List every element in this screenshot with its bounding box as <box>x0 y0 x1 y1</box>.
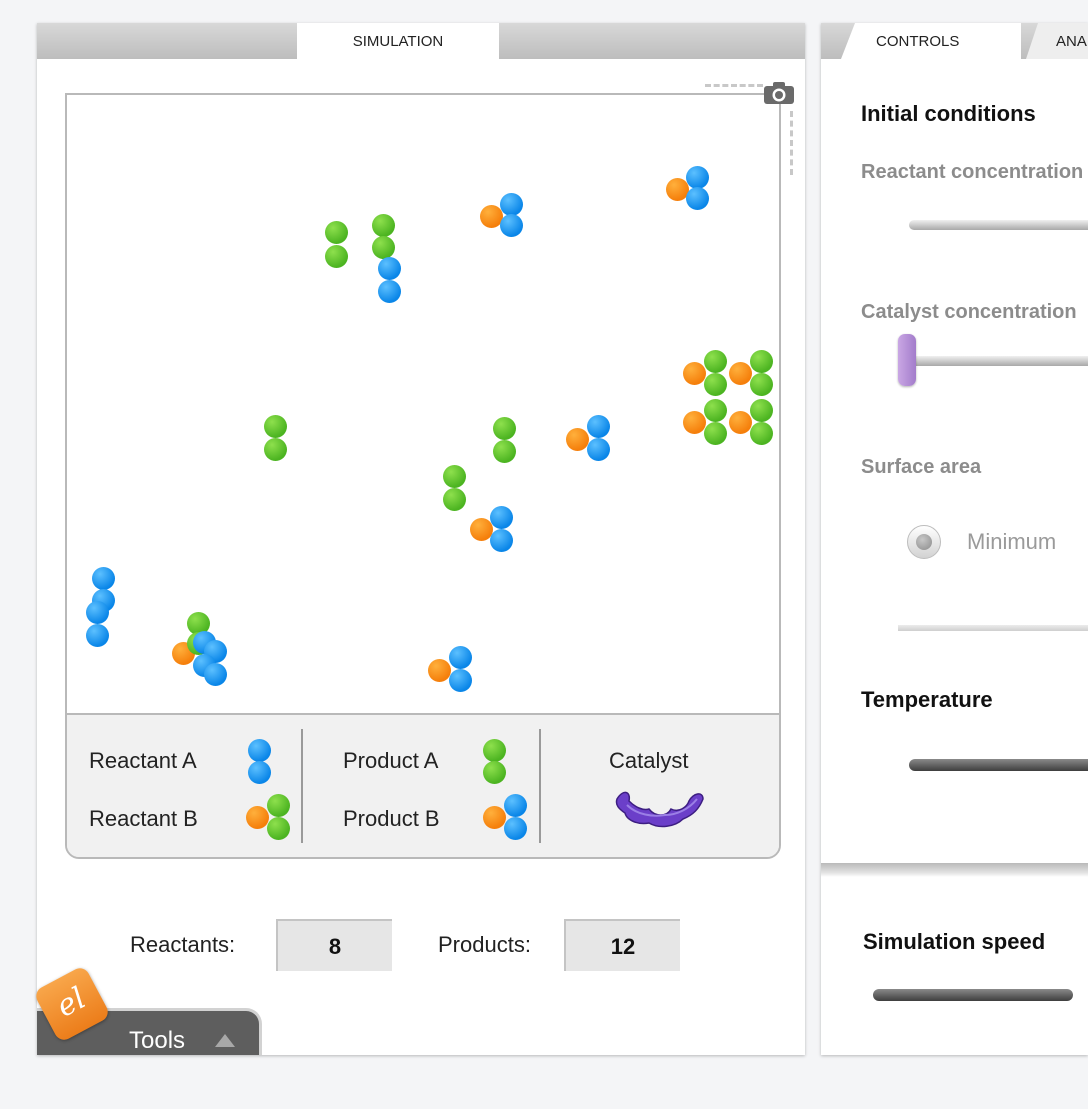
product-b-swatch <box>504 817 527 840</box>
legend-divider <box>539 729 541 843</box>
triangle-up-icon <box>215 1034 235 1047</box>
reactant-a-atom <box>92 567 115 590</box>
simulation-tab-strip: SIMULATION <box>37 23 805 59</box>
reactant-a-atom <box>378 280 401 303</box>
camera-guide-line <box>705 84 763 87</box>
reactant-a-atom <box>86 624 109 647</box>
product-b-atom <box>500 193 523 216</box>
legend-reactant-a: Reactant A <box>89 748 197 773</box>
product-b-atom <box>449 646 472 669</box>
product-a-atom <box>372 236 395 259</box>
reactant-a-swatch <box>248 739 271 762</box>
product-b-atom <box>428 659 451 682</box>
camera-guide-line <box>790 111 793 175</box>
reactant-b-atom <box>750 399 773 422</box>
reactant-b-atom <box>683 411 706 434</box>
product-b-atom <box>480 205 503 228</box>
reactant-a-atom <box>378 257 401 280</box>
reactant-b-atom <box>729 362 752 385</box>
simulation-speed-slider[interactable] <box>873 989 1073 1001</box>
reactant-b-atom <box>704 373 727 396</box>
product-b-atom <box>686 187 709 210</box>
legend-divider <box>301 729 303 843</box>
product-a-swatch <box>483 739 506 762</box>
products-counter-label: Products: <box>438 932 531 957</box>
product-a-atom <box>187 612 210 635</box>
controls-panel: CONTROLS ANALYSIS Initial conditions Rea… <box>821 23 1088 1055</box>
reactant-a-swatch <box>248 761 271 784</box>
camera-icon[interactable] <box>763 81 795 105</box>
product-a-atom <box>443 465 466 488</box>
product-b-atom <box>490 506 513 529</box>
product-b-atom <box>566 428 589 451</box>
molecule-legend: Reactant A Reactant B Product A Product … <box>67 713 779 857</box>
surface-area-minimum-radio[interactable] <box>907 525 941 559</box>
temperature-slider[interactable] <box>909 759 1088 771</box>
reactant-concentration-slider[interactable] <box>909 220 1088 230</box>
products-counter: 12 <box>564 919 680 971</box>
tab-analysis[interactable]: ANALYSIS <box>1026 23 1088 59</box>
reactant-concentration-label: Reactant concentration <box>861 161 1084 183</box>
molecule-field <box>67 95 779 713</box>
product-b-atom <box>587 438 610 461</box>
surface-area-slider[interactable] <box>898 625 1088 631</box>
product-b-atom <box>500 214 523 237</box>
product-a-swatch <box>483 761 506 784</box>
reactant-b-atom <box>750 373 773 396</box>
legend-product-a: Product A <box>343 748 439 773</box>
product-b-swatch <box>483 806 506 829</box>
surface-area-label: Surface area <box>861 456 982 478</box>
legend-reactant-b: Reactant B <box>89 806 198 831</box>
tab-simulation[interactable]: SIMULATION <box>297 23 499 59</box>
product-a-atom <box>264 438 287 461</box>
product-b-atom <box>587 415 610 438</box>
reactant-b-swatch <box>267 794 290 817</box>
simulation-panel: SIMULATION <box>37 23 805 1055</box>
reactant-b-atom <box>704 422 727 445</box>
initial-conditions-heading: Initial conditions <box>861 101 1036 126</box>
product-a-atom <box>372 214 395 237</box>
reactant-a-atom <box>204 663 227 686</box>
tab-controls[interactable]: CONTROLS <box>841 23 1021 59</box>
product-b-atom <box>686 166 709 189</box>
catalyst-concentration-slider[interactable] <box>909 356 1088 366</box>
reaction-chamber: Reactant A Reactant B Product A Product … <box>65 93 781 859</box>
reactant-b-atom <box>750 422 773 445</box>
catalyst-slider-thumb[interactable] <box>898 334 916 386</box>
surface-area-minimum-label: Minimum <box>967 529 1057 554</box>
temperature-heading: Temperature <box>861 687 993 712</box>
reactant-b-atom <box>704 399 727 422</box>
reactants-counter: 8 <box>276 919 392 971</box>
product-b-atom <box>490 529 513 552</box>
product-b-atom <box>470 518 493 541</box>
product-a-atom <box>264 415 287 438</box>
reactant-b-swatch <box>267 817 290 840</box>
legend-catalyst: Catalyst <box>609 748 689 773</box>
product-b-atom <box>449 669 472 692</box>
reactant-b-atom <box>729 411 752 434</box>
catalyst-concentration-label: Catalyst concentration <box>861 301 1077 323</box>
product-b-swatch <box>504 794 527 817</box>
product-a-atom <box>325 245 348 268</box>
product-a-atom <box>493 417 516 440</box>
tools-label: Tools <box>129 1027 186 1054</box>
product-b-atom <box>666 178 689 201</box>
reactant-b-atom <box>704 350 727 373</box>
simulation-speed-heading: Simulation speed <box>863 929 1046 954</box>
reactant-b-swatch <box>246 806 269 829</box>
section-divider <box>821 863 1088 877</box>
product-a-atom <box>443 488 466 511</box>
reactant-b-atom <box>750 350 773 373</box>
catalyst-icon <box>615 791 704 828</box>
product-a-atom <box>325 221 348 244</box>
reactant-a-atom <box>86 601 109 624</box>
legend-product-b: Product B <box>343 806 440 831</box>
reactant-b-atom <box>683 362 706 385</box>
product-a-atom <box>493 440 516 463</box>
reactants-counter-label: Reactants: <box>130 932 236 957</box>
controls-tab-strip: CONTROLS ANALYSIS <box>821 23 1088 59</box>
